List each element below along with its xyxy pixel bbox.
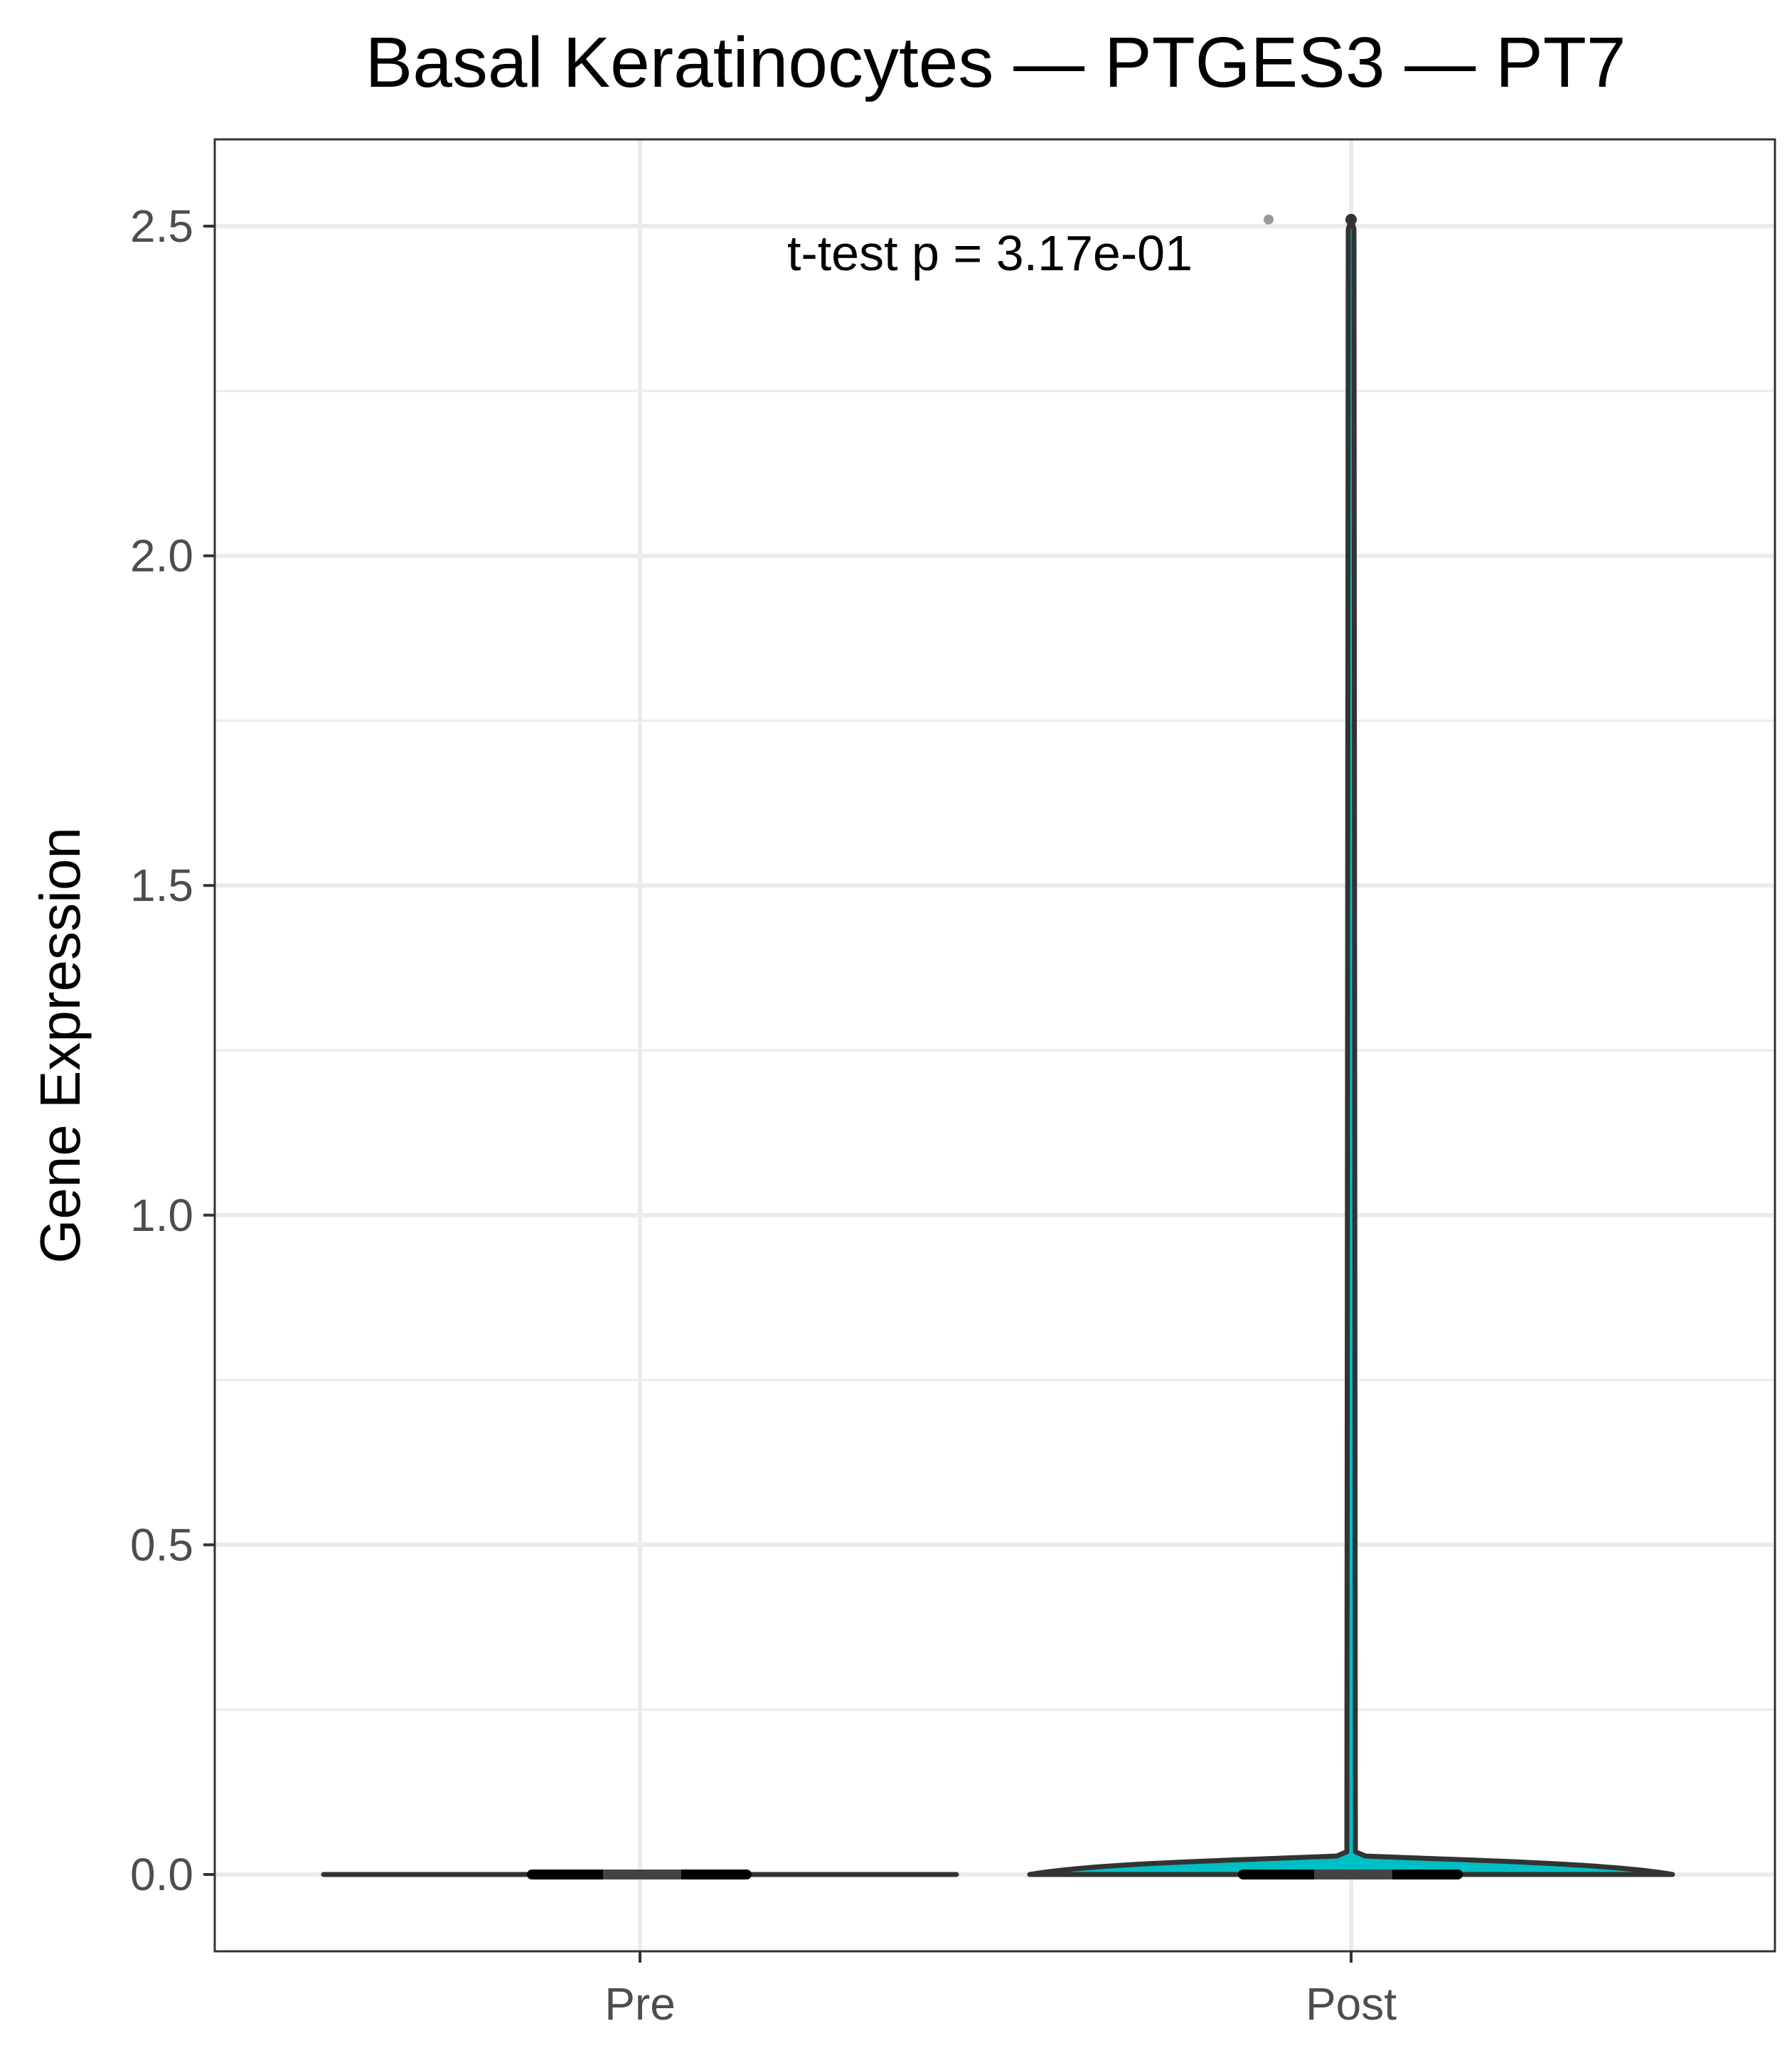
t-test-annotation: t-test p = 3.17e-01	[787, 225, 1193, 281]
panel-background	[215, 139, 1775, 1951]
outlier-point	[1345, 213, 1357, 225]
jitter-point	[1264, 214, 1274, 225]
y-tick-label: 0.5	[130, 1519, 193, 1570]
plot-area: 0.0 0.5 1.0 1.5 2.0 2.5 Pre Post	[130, 138, 1776, 2030]
y-tick-label: 2.5	[130, 201, 193, 252]
x-tick-label: Post	[1306, 1978, 1397, 2030]
y-tick-label: 0.0	[130, 1849, 193, 1900]
x-tick-label: Pre	[604, 1978, 676, 2030]
panel-border	[213, 138, 1776, 1953]
y-tick-label: 1.0	[130, 1190, 193, 1241]
y-axis-label: Gene Expression	[28, 827, 92, 1264]
y-tick-label: 1.5	[130, 860, 193, 911]
chart-title: Basal Keratinocytes — PTGES3 — PT7	[366, 23, 1626, 102]
y-tick-label: 2.0	[130, 530, 193, 582]
